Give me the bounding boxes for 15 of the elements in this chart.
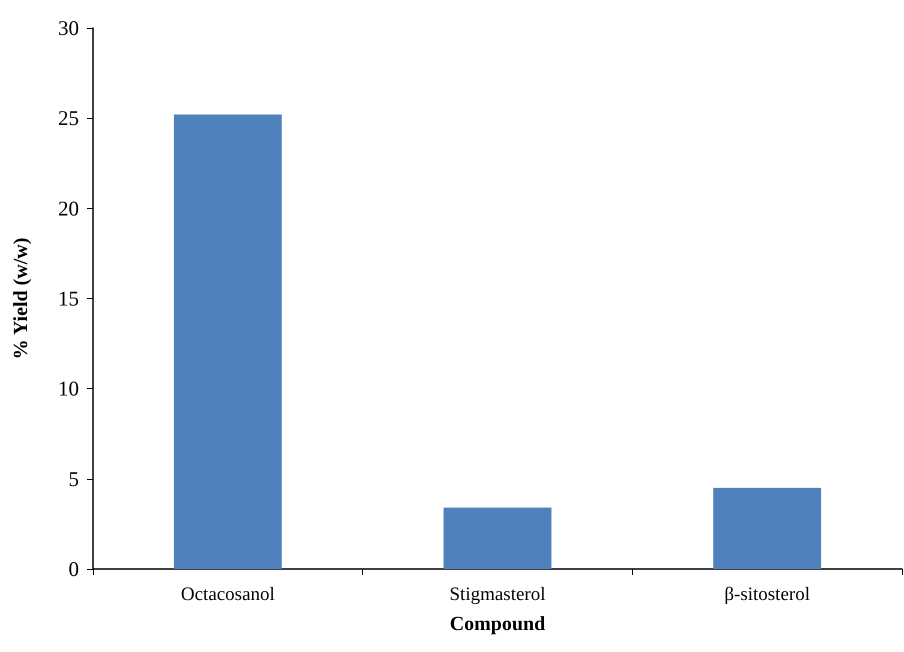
y-tick-label: 25 — [58, 106, 79, 130]
y-tick-label: 30 — [58, 16, 79, 40]
x-tick-label: Octacosanol — [180, 584, 275, 605]
bar — [713, 488, 822, 569]
y-axis-title: % Yield (w/w) — [10, 238, 32, 360]
y-tick-label: 20 — [58, 196, 79, 220]
x-tick-label: β-sitosterol — [724, 584, 810, 605]
y-tick-label: 0 — [68, 557, 79, 581]
x-axis-title: Compound — [450, 613, 546, 635]
y-tick-label: 5 — [68, 466, 79, 491]
y-tick-label: 15 — [58, 286, 79, 310]
y-tick-label: 10 — [58, 376, 79, 401]
x-tick-label: Stigmasterol — [449, 584, 546, 605]
bar — [444, 508, 552, 569]
bar — [174, 114, 282, 569]
